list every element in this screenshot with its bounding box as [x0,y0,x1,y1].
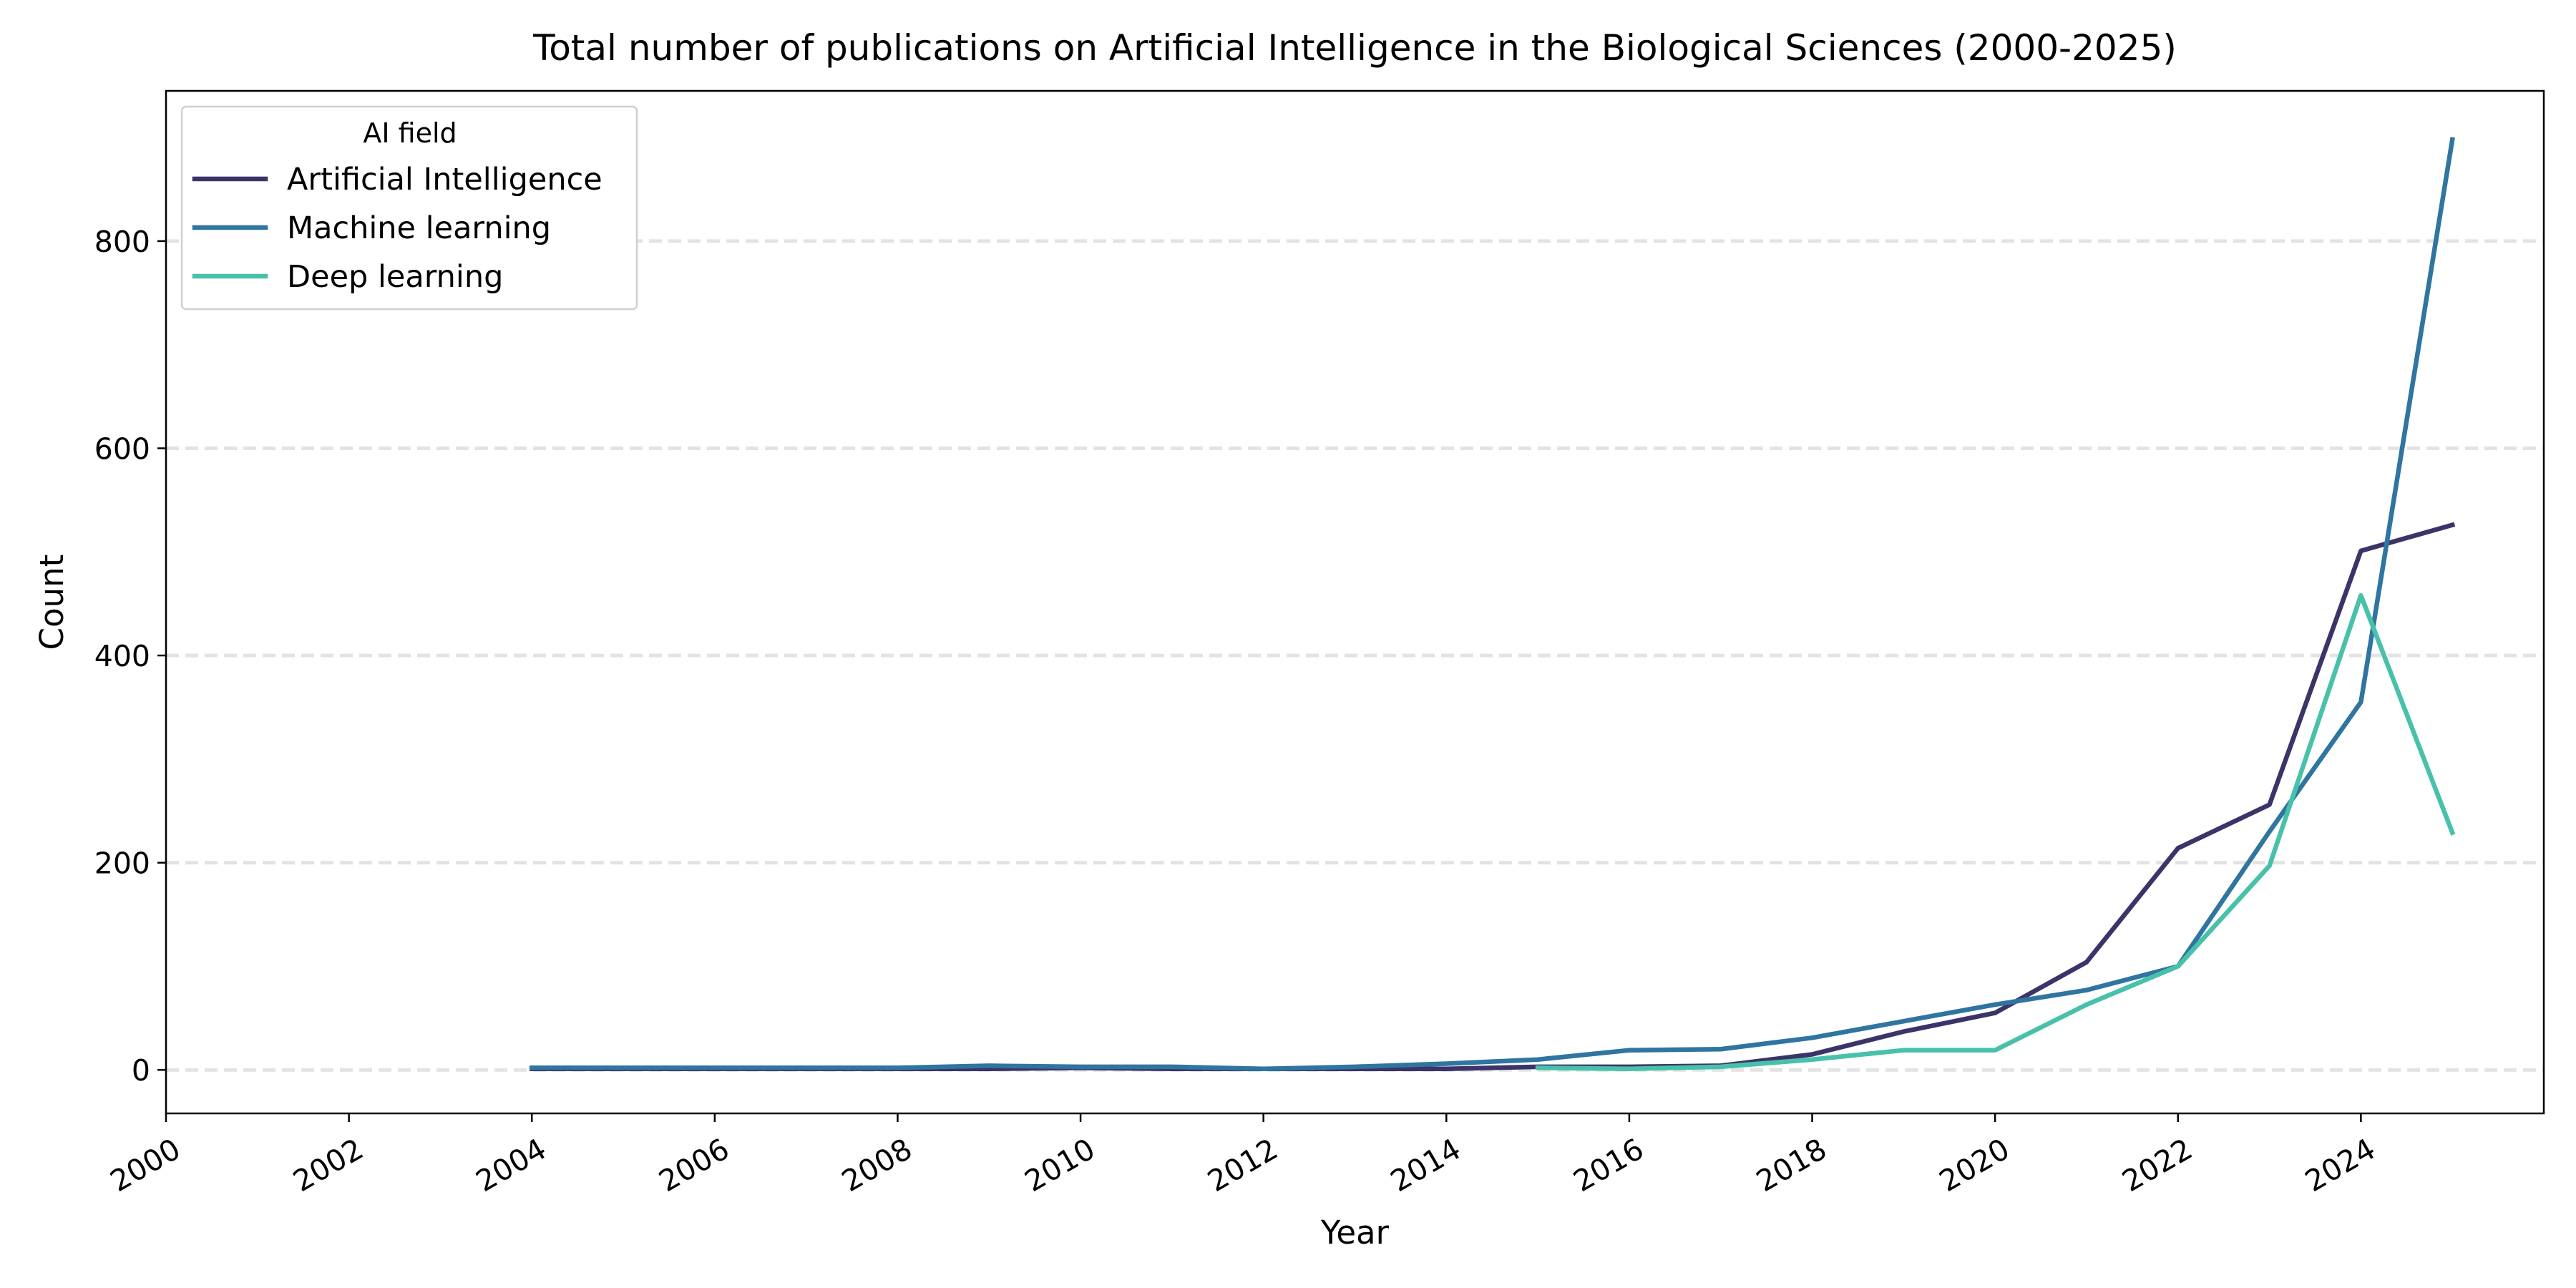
legend-box [180,105,638,311]
y-axis-ticks: 0 200 400 600 800 [94,225,166,1088]
x-axis-label: Year [1320,1214,1390,1252]
y-tick-label-800: 800 [94,225,150,259]
legend-items: Artificial Intelligence Machine learning D… [192,162,602,295]
legend-label-2: Deep learning [287,259,503,295]
plot-area-frame [165,89,2545,1115]
chart-title: Total number of publications on Artifici… [532,27,2177,69]
legend: AI field Artificial Intelligence Machine … [180,105,638,311]
series-line-machine-learning [529,137,2455,1071]
series-line-deep-learning [1535,592,2456,1071]
y-tick-label-0: 0 [132,1053,150,1088]
y-axis-label: Count [33,555,71,650]
legend-title: AI field [363,117,457,149]
y-tick-label-200: 200 [94,847,150,881]
series-lines [529,137,2456,1071]
legend-label-0: Artificial Intelligence [287,162,602,197]
y-tick-label-400: 400 [94,639,150,673]
y-tick-label-600: 600 [94,431,150,466]
legend-label-1: Machine learning [287,210,551,246]
